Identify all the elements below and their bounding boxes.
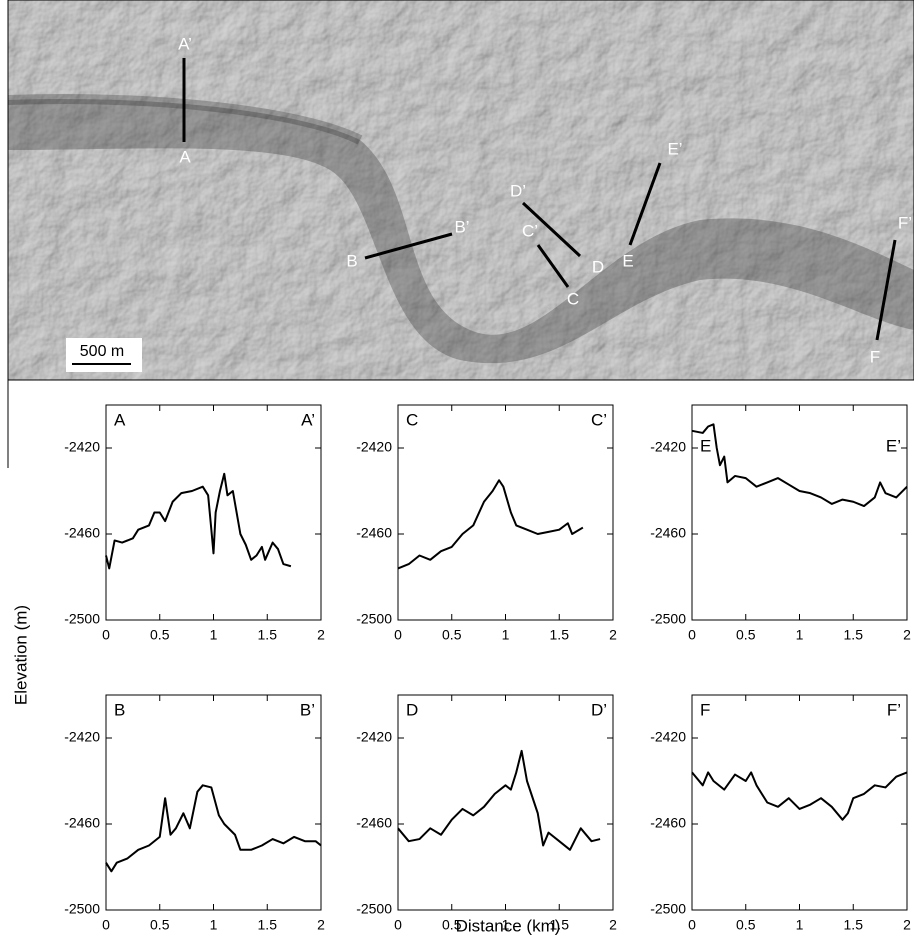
- panel-label: A: [114, 410, 126, 429]
- y-tick-label: -2500: [356, 611, 392, 627]
- y-tick-label: -2420: [64, 439, 100, 455]
- image-label: D: [592, 257, 604, 276]
- plot-frame: [398, 405, 613, 620]
- x-tick-label: 2: [903, 917, 911, 933]
- figure: 500 m Elevation (m) Distance (km) A’AB’B…: [0, 0, 914, 939]
- panel-label: F’: [887, 700, 901, 719]
- x-tick-label: 2: [317, 917, 325, 933]
- profile-line: [106, 474, 291, 569]
- image-label: F: [870, 347, 880, 366]
- plot-frame: [106, 405, 321, 620]
- y-tick-label: -2460: [650, 525, 686, 541]
- image-label: E’: [667, 139, 682, 158]
- panel-label: C: [406, 410, 418, 429]
- profile-line: [106, 785, 321, 871]
- x-tick-label: 2: [317, 627, 325, 643]
- y-tick-label: -2500: [650, 901, 686, 917]
- image-label: F’: [898, 213, 912, 232]
- x-tick-label: 0: [688, 627, 696, 643]
- y-tick-label: -2500: [64, 611, 100, 627]
- x-tick-label: 1.5: [550, 627, 570, 643]
- x-tick-label: 0.5: [150, 627, 170, 643]
- y-axis-title: Elevation (m): [11, 605, 30, 705]
- scale-bar-label: 500 m: [80, 343, 124, 360]
- x-tick-label: 1.5: [258, 627, 278, 643]
- terrain-image: [8, 0, 914, 380]
- y-tick-label: -2460: [64, 815, 100, 831]
- x-tick-label: 1: [796, 627, 804, 643]
- image-label: B: [346, 251, 357, 270]
- x-tick-label: 1.5: [844, 627, 864, 643]
- panel-label: E’: [886, 436, 901, 455]
- x-tick-label: 0.5: [150, 917, 170, 933]
- y-tick-label: -2460: [356, 815, 392, 831]
- y-tick-label: -2420: [650, 439, 686, 455]
- y-tick-label: -2420: [356, 729, 392, 745]
- x-tick-label: 0.5: [442, 627, 462, 643]
- y-tick-label: -2460: [64, 525, 100, 541]
- y-tick-label: -2460: [356, 525, 392, 541]
- y-tick-label: -2460: [650, 815, 686, 831]
- y-tick-label: -2500: [650, 611, 686, 627]
- profile-line: [398, 480, 583, 568]
- profile-line: [692, 424, 907, 506]
- x-tick-label: 1.5: [844, 917, 864, 933]
- y-tick-label: -2500: [356, 901, 392, 917]
- panel-label: B’: [300, 700, 315, 719]
- panel-label: D: [406, 700, 418, 719]
- profile-line: [692, 772, 907, 819]
- x-tick-label: 2: [609, 627, 617, 643]
- x-tick-label: 1.5: [550, 917, 570, 933]
- plot-frame: [692, 405, 907, 620]
- image-label: A: [179, 147, 191, 166]
- x-tick-label: 1: [796, 917, 804, 933]
- image-label: A’: [178, 34, 192, 53]
- panel-label: F: [700, 700, 710, 719]
- x-tick-label: 1: [502, 917, 510, 933]
- panel-label: A’: [301, 410, 315, 429]
- y-tick-label: -2500: [64, 901, 100, 917]
- x-tick-label: 1: [210, 917, 218, 933]
- x-tick-label: 2: [903, 627, 911, 643]
- x-tick-label: 2: [609, 917, 617, 933]
- x-tick-label: 0: [102, 627, 110, 643]
- x-tick-label: 0.5: [442, 917, 462, 933]
- x-tick-label: 0: [688, 917, 696, 933]
- panel-label: B: [114, 700, 125, 719]
- image-label: B’: [454, 217, 469, 236]
- profile-line: [398, 751, 600, 850]
- x-tick-label: 1: [502, 627, 510, 643]
- y-tick-label: -2420: [356, 439, 392, 455]
- y-tick-label: -2420: [650, 729, 686, 745]
- x-tick-label: 0: [394, 917, 402, 933]
- plot-frame: [106, 695, 321, 910]
- panel-label: D’: [591, 700, 607, 719]
- x-tick-label: 0: [394, 627, 402, 643]
- image-label: C’: [522, 221, 538, 240]
- panel-label: E: [700, 436, 711, 455]
- x-tick-label: 0.5: [736, 917, 756, 933]
- x-tick-label: 0.5: [736, 627, 756, 643]
- image-label: E: [622, 251, 633, 270]
- x-tick-label: 1: [210, 627, 218, 643]
- plot-frame: [398, 695, 613, 910]
- y-tick-label: -2420: [64, 729, 100, 745]
- x-tick-label: 1.5: [258, 917, 278, 933]
- panel-label: C’: [591, 410, 607, 429]
- image-label: C: [567, 289, 579, 308]
- x-tick-label: 0: [102, 917, 110, 933]
- image-label: D’: [510, 181, 526, 200]
- plot-frame: [692, 695, 907, 910]
